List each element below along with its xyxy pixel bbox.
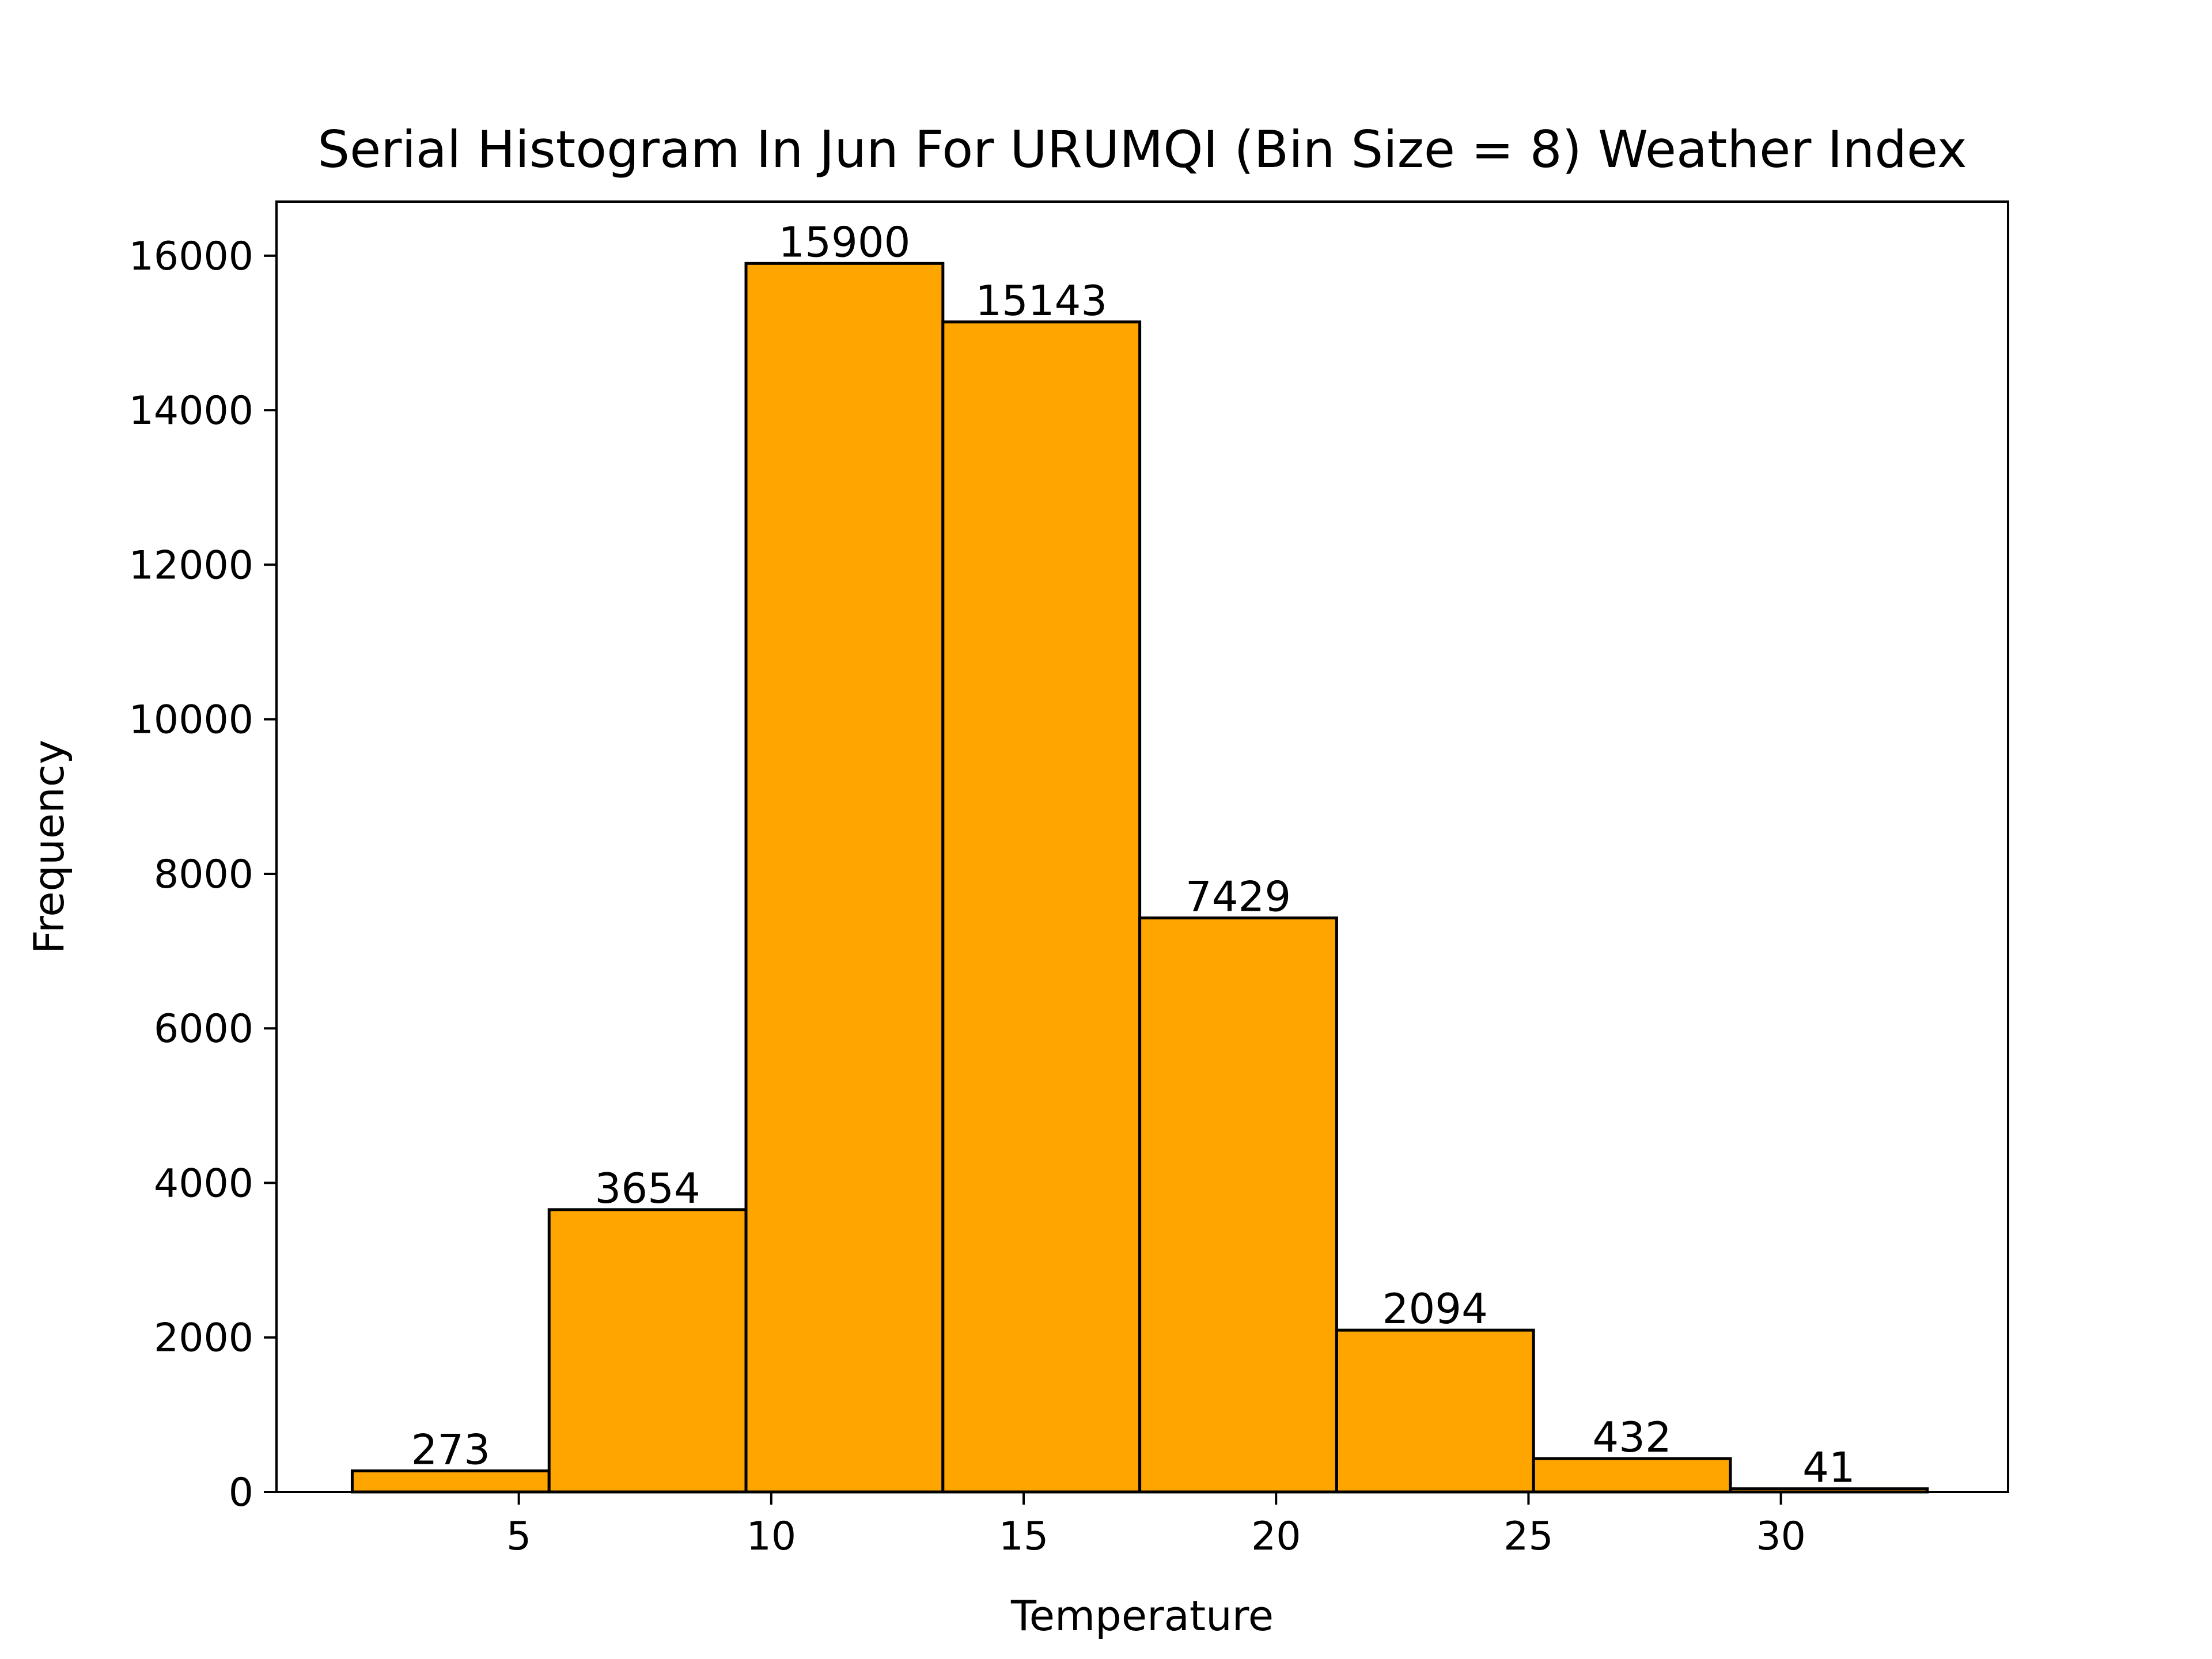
bar-value-label: 273 xyxy=(411,1425,490,1474)
data-labels-group: 273 3654 15900 15143 7429 2094 432 41 xyxy=(411,218,1855,1491)
y-axis-label: Frequency xyxy=(25,740,73,954)
bar-value-label: 2094 xyxy=(1382,1285,1488,1333)
y-tick-label: 10000 xyxy=(129,698,253,743)
bar-value-label: 41 xyxy=(1802,1444,1855,1492)
y-tick-label: 6000 xyxy=(154,1006,253,1052)
y-tick-label: 12000 xyxy=(129,543,253,588)
x-tick-label: 25 xyxy=(1503,1514,1554,1559)
bar-value-label: 15143 xyxy=(975,276,1107,325)
y-tick-label: 14000 xyxy=(129,388,253,434)
bar-value-label: 15900 xyxy=(778,218,910,266)
y-tick-label: 2000 xyxy=(154,1316,253,1361)
x-tick-label: 5 xyxy=(506,1514,531,1559)
histogram-bar xyxy=(1532,1457,1732,1494)
chart-title: Serial Histogram In Jun For URUMQI (Bin … xyxy=(317,120,1967,179)
y-tick-label: 4000 xyxy=(154,1161,253,1206)
histogram-bar xyxy=(350,1469,551,1494)
bars-group xyxy=(350,262,1929,1494)
histogram-bar xyxy=(1138,916,1338,1494)
y-axis-ticks: 0 2000 4000 6000 8000 10000 12000 14000 16000 xyxy=(129,234,276,1516)
y-tick-label: 16000 xyxy=(129,234,253,279)
bar-value-label: 432 xyxy=(1592,1413,1671,1461)
histogram-bar xyxy=(744,262,945,1494)
y-tick-label: 8000 xyxy=(154,852,253,897)
histogram-bar xyxy=(547,1208,748,1494)
histogram-bar xyxy=(1335,1328,1535,1494)
plot-frame xyxy=(275,200,2009,1493)
x-tick-label: 20 xyxy=(1251,1514,1301,1559)
histogram-bar xyxy=(941,320,1142,1494)
y-tick-label: 0 xyxy=(229,1470,253,1516)
bar-value-label: 3654 xyxy=(595,1164,700,1213)
x-axis-label: Temperature xyxy=(1010,1592,1274,1640)
bar-value-label: 7429 xyxy=(1185,873,1291,921)
x-tick-label: 10 xyxy=(747,1514,797,1559)
x-tick-label: 30 xyxy=(1756,1514,1806,1559)
x-tick-label: 15 xyxy=(999,1514,1049,1559)
x-axis-ticks: 5 10 15 20 25 30 xyxy=(506,1492,1806,1559)
